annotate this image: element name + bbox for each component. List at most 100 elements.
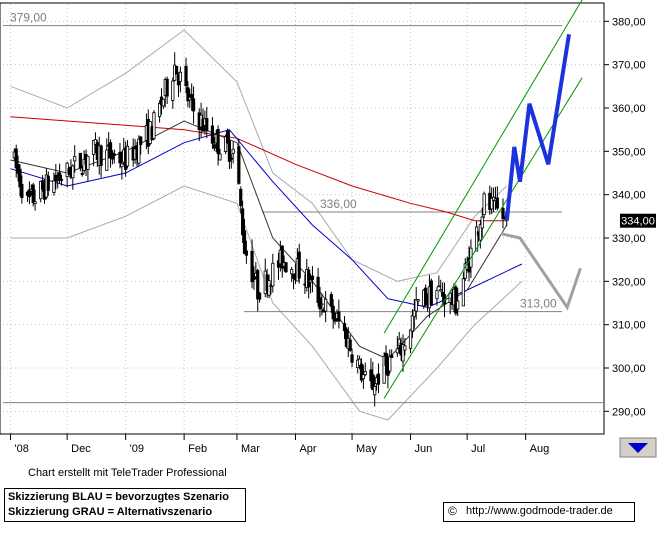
candle-body <box>337 311 341 322</box>
x-tick-label: Jul <box>471 443 485 455</box>
channel-upper-line <box>383 0 583 334</box>
candle-body <box>437 285 441 288</box>
candle-body <box>227 140 232 162</box>
candle <box>371 361 375 391</box>
candle-body <box>267 280 271 296</box>
candle <box>210 117 215 149</box>
candle <box>384 345 388 375</box>
current-price-label: 334,00 <box>621 216 655 228</box>
x-tick-label: Mar <box>241 443 260 455</box>
candle-body <box>14 148 18 169</box>
candle-body <box>39 180 43 200</box>
candle-body <box>125 145 130 167</box>
candle <box>490 187 494 215</box>
candle-body <box>161 98 165 107</box>
candle-body <box>231 148 235 154</box>
arrow-down-icon[interactable] <box>628 443 648 453</box>
candle <box>342 316 347 339</box>
candle-body <box>184 65 188 87</box>
candle <box>361 364 365 389</box>
candle <box>495 186 499 211</box>
candle <box>267 274 271 299</box>
candle-body <box>165 78 169 97</box>
candle <box>118 142 122 169</box>
candle <box>18 164 22 197</box>
candle <box>239 186 243 214</box>
source-box: © http://www.godmode-trader.de <box>443 502 635 522</box>
candle <box>231 141 235 164</box>
candle <box>350 348 354 368</box>
candle <box>284 261 288 273</box>
source-link[interactable]: http://www.godmode-trader.de <box>466 505 613 517</box>
candle-body <box>318 297 322 310</box>
candle <box>439 279 443 293</box>
candle-body <box>333 318 337 322</box>
candle <box>73 145 77 173</box>
candle-body <box>93 139 98 145</box>
candle-body <box>27 189 32 198</box>
y-tick-label: 300,00 <box>612 363 646 375</box>
candle <box>382 352 386 384</box>
candle <box>348 334 352 352</box>
candle-body <box>384 352 388 366</box>
candle <box>218 148 222 161</box>
candle <box>225 128 230 145</box>
candle-body <box>342 323 347 332</box>
x-tick-label: Dec <box>71 443 91 455</box>
y-tick-label: 310,00 <box>612 320 646 332</box>
candle <box>395 336 399 357</box>
candle <box>86 155 90 182</box>
candle-body <box>18 168 22 188</box>
candle-body <box>320 303 324 306</box>
candle <box>58 163 62 184</box>
candle <box>205 107 209 139</box>
candle-body <box>59 178 64 181</box>
candle <box>46 171 50 196</box>
candle <box>91 139 96 167</box>
candle-body <box>229 157 233 160</box>
candle-body <box>435 290 439 300</box>
candle-body <box>46 175 50 191</box>
candle <box>410 309 415 339</box>
candle-body <box>188 97 192 101</box>
candle-body <box>359 363 364 381</box>
candle-body <box>105 149 109 171</box>
candle <box>297 243 301 284</box>
candle <box>212 137 216 152</box>
bollinger-lower-line <box>10 185 523 421</box>
current-price-box <box>620 213 656 228</box>
candle-body <box>252 277 256 280</box>
candle <box>80 165 84 177</box>
candle <box>229 153 233 169</box>
x-tick-label: Apr <box>299 443 316 455</box>
candle-body <box>73 156 77 162</box>
candle <box>252 266 256 290</box>
candle <box>31 182 35 207</box>
trend-channel <box>383 0 583 399</box>
copyright-icon: © <box>448 504 457 518</box>
candle-body <box>78 152 82 169</box>
candle <box>463 258 467 282</box>
legend-blue-scenario: Skizzierung BLAU = bevorzugtes Szenario <box>8 491 229 503</box>
candle <box>93 132 98 154</box>
candle-body <box>395 348 399 354</box>
candle-body <box>454 286 458 314</box>
candle <box>258 292 262 303</box>
candle-body <box>307 269 311 288</box>
x-tick-label: Jun <box>415 443 433 455</box>
candle-body <box>410 315 415 332</box>
scroll-button[interactable] <box>619 437 657 458</box>
candle-body <box>71 165 75 179</box>
candle-body <box>237 146 241 184</box>
candle-body <box>120 163 124 168</box>
candle <box>158 100 162 123</box>
candle-body <box>224 136 228 152</box>
y-tick-label: 330,00 <box>612 233 646 245</box>
candle <box>316 267 320 307</box>
candle-body <box>86 155 90 170</box>
candle <box>337 299 341 329</box>
candle-body <box>239 188 243 206</box>
candle <box>39 180 43 203</box>
candle <box>216 125 220 166</box>
candle-body <box>152 112 156 139</box>
